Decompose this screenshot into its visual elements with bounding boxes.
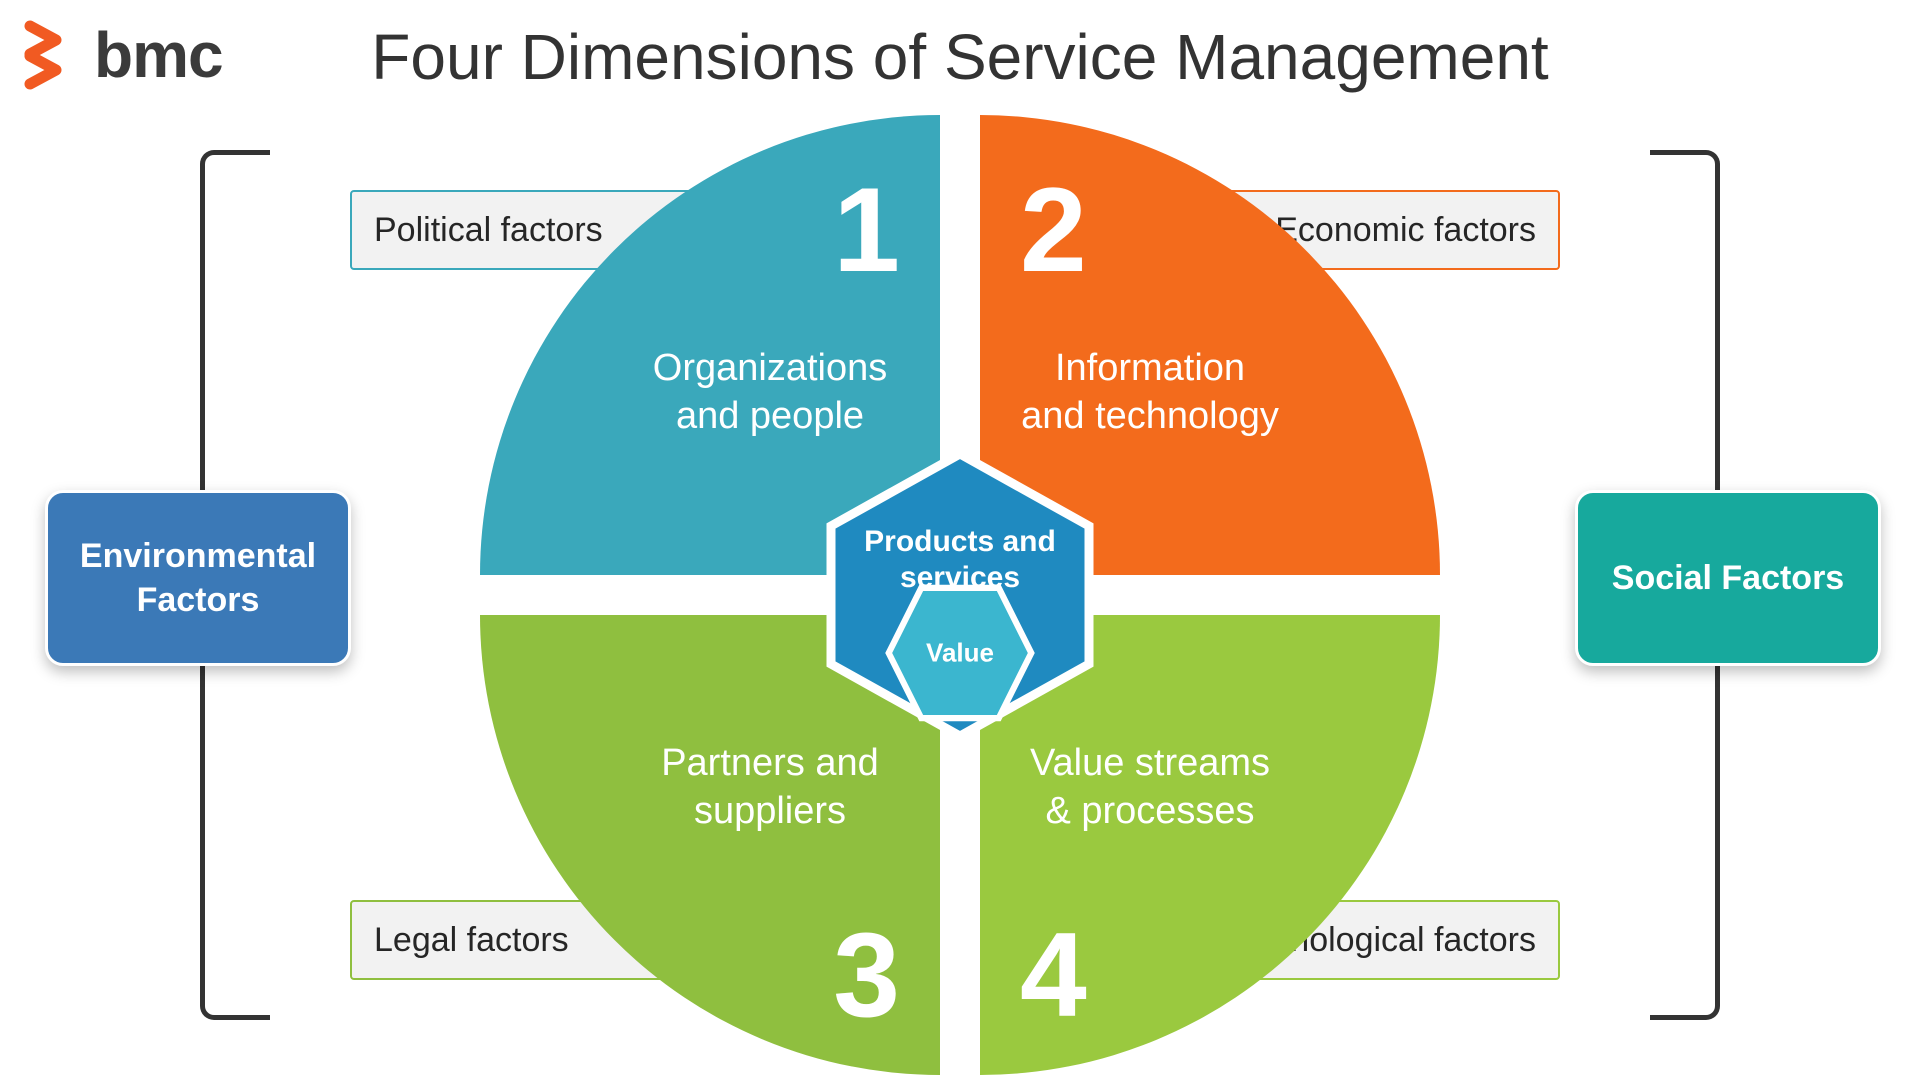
environmental-factors-box: EnvironmentalFactors	[45, 490, 351, 666]
quadrant-4-label: Value streams& processes	[990, 740, 1310, 835]
quadrant-3-label: Partners andsuppliers	[610, 740, 930, 835]
social-factors-box: Social Factors	[1575, 490, 1881, 666]
social-factors-label: Social Factors	[1612, 556, 1844, 600]
quadrant-1-number: 1	[833, 170, 900, 290]
quadrant-2-number: 2	[1020, 170, 1087, 290]
four-dimensions-circle: 1 Organizationsand people 2 Informationa…	[480, 115, 1440, 1075]
quadrant-3-number: 3	[833, 915, 900, 1035]
center-inner-label: Value	[926, 637, 994, 668]
quadrant-4-number: 4	[1020, 915, 1087, 1035]
center-hex-inner: Value	[883, 575, 1038, 730]
quadrant-2-label: Informationand technology	[990, 345, 1310, 440]
quadrant-1-label: Organizationsand people	[610, 345, 930, 440]
environmental-factors-label: EnvironmentalFactors	[80, 534, 316, 622]
page-title: Four Dimensions of Service Management	[0, 20, 1920, 94]
